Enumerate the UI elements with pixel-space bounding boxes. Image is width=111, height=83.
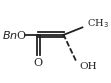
Text: $\mathit{Bn}$O: $\mathit{Bn}$O [2, 29, 27, 41]
Text: CH$_3$: CH$_3$ [87, 17, 109, 30]
Text: OH: OH [79, 62, 97, 71]
Text: O: O [34, 58, 43, 68]
